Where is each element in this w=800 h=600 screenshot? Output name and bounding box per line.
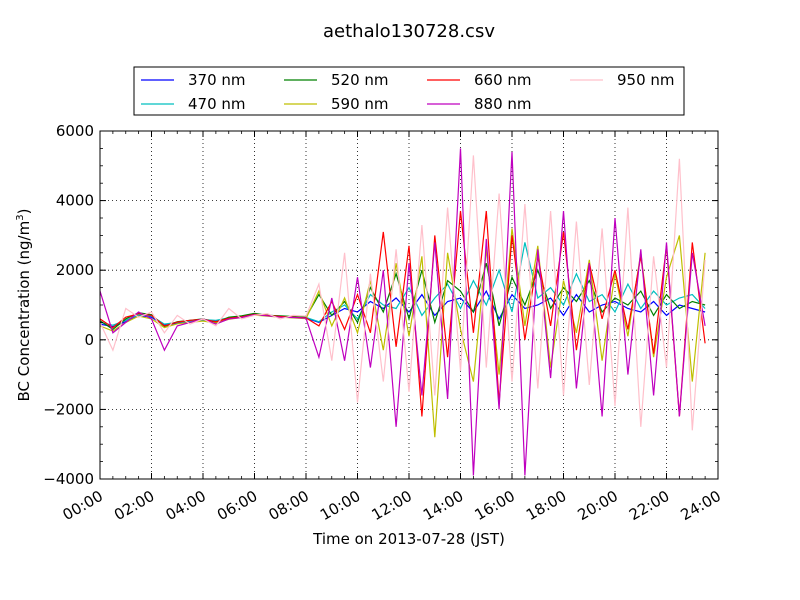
x-tick-labels: 00:00 02:00 04:00 06:00 08:00 10:00 12:00 14:00… [60, 487, 724, 524]
y-axis-label-main: BC Concentration (ng/m [15, 221, 33, 402]
legend: 370 nm 470 nm 520 nm 590 nm 660 nm 880 nm 950 … [133, 66, 685, 116]
x-tick-label: 06:00 [214, 487, 260, 524]
x-tick-label: 08:00 [266, 487, 312, 524]
y-tick-label: 4000 [56, 192, 94, 210]
legend-label: 660 nm [474, 71, 532, 89]
x-tick-label: 22:00 [626, 487, 672, 524]
chart-title: aethalo130728.csv [323, 21, 495, 42]
y-axis-label: BC Concentration (ng/m3) [15, 209, 33, 402]
y-tick-label: −2000 [43, 400, 94, 418]
series-line-370-nm [100, 289, 706, 328]
ticks [99, 130, 719, 480]
x-tick-label: 14:00 [420, 487, 466, 524]
x-tick-label: 24:00 [678, 487, 724, 524]
y-axis-label-sup: 3 [15, 214, 26, 220]
x-tick-label: 18:00 [523, 487, 569, 524]
legend-label: 370 nm [188, 71, 246, 89]
y-tick-label: −4000 [43, 470, 94, 488]
x-axis-label: Time on 2013-07-28 (JST) [312, 530, 505, 548]
x-tick-label: 12:00 [369, 487, 415, 524]
x-tick-label: 02:00 [111, 487, 157, 524]
series-group [100, 148, 706, 476]
y-tick-label: 6000 [56, 122, 94, 140]
x-tick-label: 04:00 [163, 487, 209, 524]
series-line-660-nm [100, 210, 706, 417]
y-tick-label: 0 [84, 331, 94, 349]
legend-label: 880 nm [474, 95, 532, 113]
y-tick-labels: −4000 −2000 0 2000 4000 6000 [43, 122, 94, 488]
series-line-470-nm [100, 242, 706, 326]
legend-label: 590 nm [331, 95, 389, 113]
legend-label: 470 nm [188, 95, 246, 113]
series-line-950-nm [100, 155, 706, 431]
x-tick-label: 20:00 [575, 487, 621, 524]
grid [100, 131, 718, 479]
x-tick-label: 16:00 [472, 487, 518, 524]
legend-label: 950 nm [617, 71, 675, 89]
series-line-590-nm [100, 228, 706, 438]
y-tick-label: 2000 [56, 261, 94, 279]
legend-label: 520 nm [331, 71, 389, 89]
x-tick-label: 00:00 [60, 487, 106, 524]
legend-box [133, 66, 685, 116]
y-axis-label-close: ) [15, 209, 33, 215]
x-tick-label: 10:00 [317, 487, 363, 524]
